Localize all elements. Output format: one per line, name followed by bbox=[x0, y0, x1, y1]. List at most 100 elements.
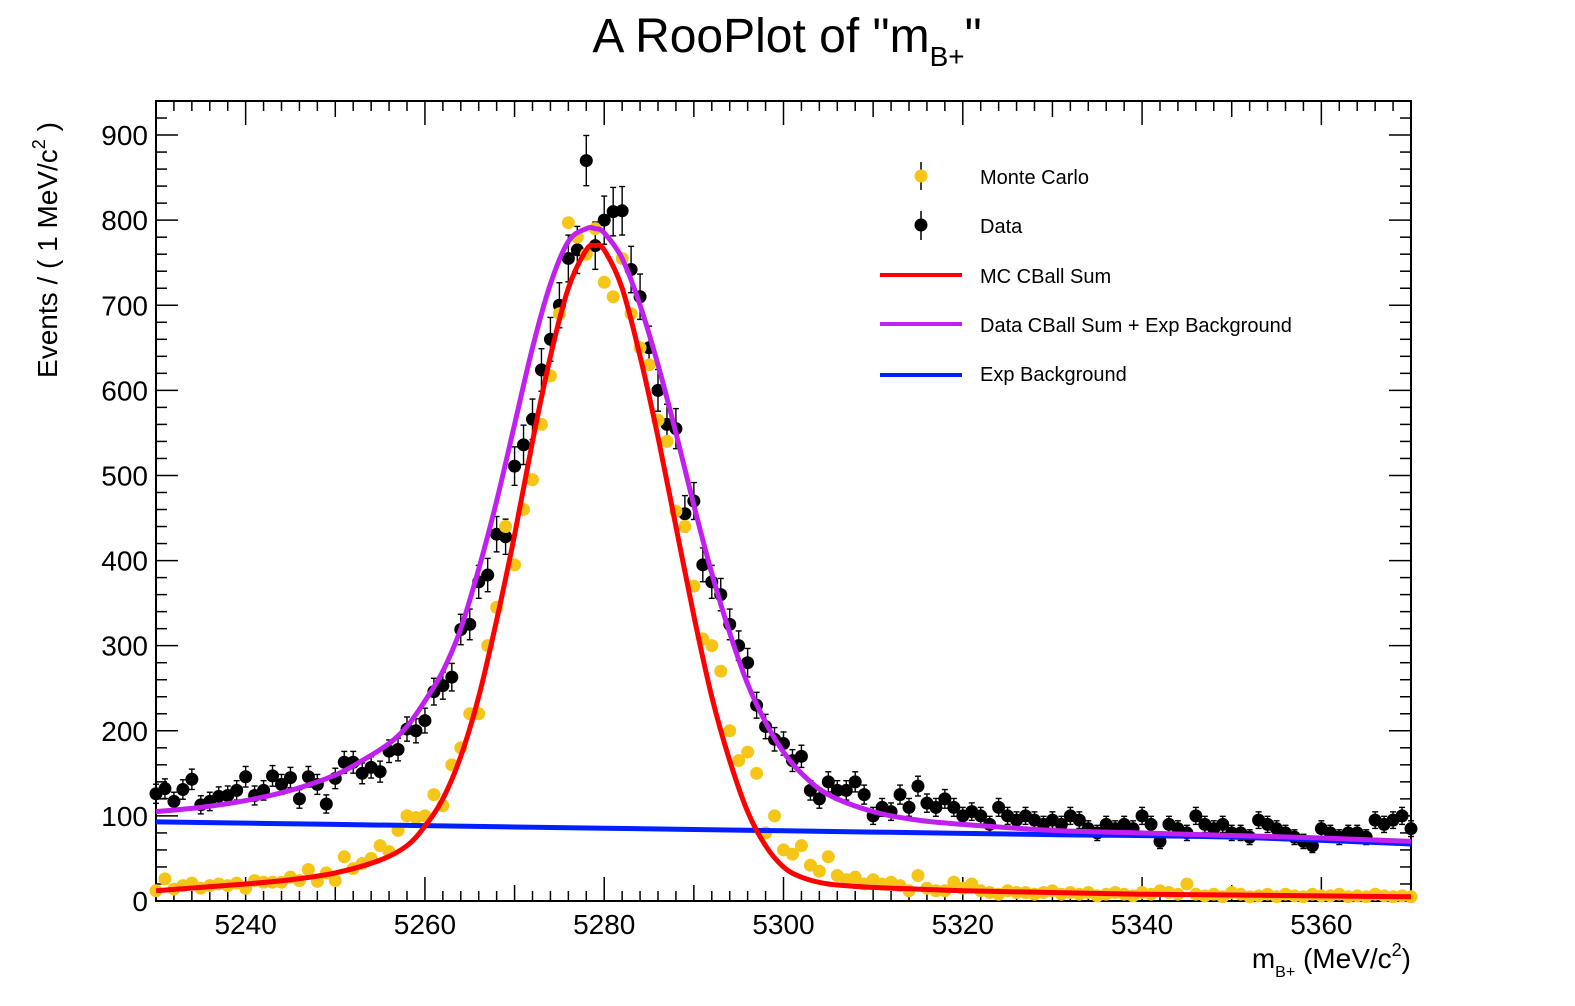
data-point bbox=[445, 670, 459, 684]
legend-item-mc-cball-sum: MC CBall Sum bbox=[880, 266, 1111, 288]
data-point bbox=[292, 792, 306, 806]
monte-carlo-point bbox=[812, 864, 826, 878]
data-point bbox=[561, 251, 575, 265]
data-point bbox=[1135, 809, 1149, 823]
data-point bbox=[615, 204, 629, 218]
monte-carlo-point bbox=[705, 639, 719, 653]
data-point bbox=[239, 770, 253, 784]
y-tick-label: 100 bbox=[101, 801, 148, 832]
monte-carlo-point bbox=[427, 788, 441, 802]
y-tick-label: 700 bbox=[101, 290, 148, 321]
monte-carlo-point bbox=[606, 290, 620, 304]
monte-carlo-point bbox=[499, 520, 513, 534]
data-point bbox=[902, 800, 916, 814]
data-point bbox=[947, 800, 961, 814]
y-tick-label: 300 bbox=[101, 631, 148, 662]
data-point bbox=[275, 777, 288, 791]
data-point bbox=[597, 213, 611, 227]
legend: Monte Carlo Data MC CBall Sum Data CBall… bbox=[880, 162, 1292, 386]
data-point bbox=[167, 794, 181, 808]
data-point bbox=[319, 797, 333, 811]
data-point bbox=[436, 679, 450, 693]
monte-carlo-point bbox=[785, 847, 799, 861]
plot-frame bbox=[155, 100, 1412, 902]
data-point bbox=[337, 755, 351, 769]
monte-carlo-point bbox=[561, 216, 575, 230]
data-point bbox=[185, 772, 199, 786]
series-data bbox=[149, 134, 1418, 854]
data-point bbox=[499, 530, 513, 544]
data-point bbox=[741, 656, 755, 670]
legend-label: Data CBall Sum + Exp Background bbox=[980, 315, 1292, 337]
data-point bbox=[992, 800, 1006, 814]
monte-carlo-point bbox=[821, 850, 835, 864]
monte-carlo-point bbox=[848, 870, 862, 884]
data-point bbox=[579, 154, 593, 168]
data-point bbox=[974, 809, 988, 823]
data-point bbox=[1341, 826, 1355, 840]
data-point bbox=[508, 459, 522, 473]
data-point bbox=[230, 783, 244, 797]
data-point bbox=[857, 788, 871, 802]
data-point bbox=[893, 788, 907, 802]
data-point bbox=[391, 743, 405, 757]
y-tick-label: 800 bbox=[101, 205, 148, 236]
y-axis-label: Events / ( 1 MeV/c2 ) bbox=[29, 122, 63, 378]
y-tick-label: 500 bbox=[101, 460, 148, 491]
data-point bbox=[1404, 822, 1418, 836]
data-point bbox=[517, 438, 531, 452]
monte-carlo-point bbox=[328, 874, 342, 888]
legend-label: MC CBall Sum bbox=[980, 266, 1111, 288]
monte-carlo-point bbox=[911, 868, 925, 882]
legend-label: Exp Background bbox=[980, 364, 1127, 386]
legend-item-data: Data bbox=[914, 211, 1023, 240]
y-tick-label: 600 bbox=[101, 375, 148, 406]
x-tick-label: 5280 bbox=[573, 909, 635, 940]
data-point bbox=[830, 783, 844, 797]
data-point bbox=[266, 769, 280, 783]
data-point bbox=[418, 714, 432, 728]
data-point bbox=[1072, 813, 1086, 827]
legend-marker-monte-carlo bbox=[914, 169, 928, 183]
y-tick-label: 200 bbox=[101, 716, 148, 747]
data-point bbox=[373, 765, 387, 779]
monte-carlo-point bbox=[723, 724, 737, 738]
data-point bbox=[257, 783, 271, 797]
data-point bbox=[283, 771, 297, 785]
data-point bbox=[812, 792, 826, 806]
chart-title-subscript: B+ bbox=[930, 41, 965, 72]
data-point bbox=[651, 383, 665, 397]
monte-carlo-point bbox=[526, 473, 539, 487]
data-point bbox=[821, 775, 835, 789]
data-point bbox=[481, 568, 495, 582]
y-tick-label: 900 bbox=[101, 120, 148, 151]
data-point bbox=[463, 617, 477, 631]
data-point bbox=[176, 783, 190, 797]
legend-marker-data bbox=[914, 218, 928, 232]
x-tick-label: 5300 bbox=[752, 909, 814, 940]
monte-carlo-point bbox=[714, 664, 728, 678]
data-point bbox=[1216, 817, 1230, 831]
monte-carlo-point bbox=[732, 754, 746, 768]
monte-carlo-point bbox=[337, 850, 351, 864]
data-point bbox=[938, 792, 952, 806]
monte-carlo-point bbox=[768, 809, 782, 823]
legend-item-monte-carlo: Monte Carlo bbox=[914, 162, 1089, 190]
monte-carlo-point bbox=[741, 745, 755, 759]
legend-item-data-cball-sum: Data CBall Sum + Exp Background bbox=[880, 315, 1292, 337]
y-tick-label: 0 bbox=[132, 886, 148, 917]
x-tick-label: 5320 bbox=[932, 909, 994, 940]
monte-carlo-point bbox=[642, 358, 656, 372]
monte-carlo-point bbox=[750, 766, 764, 780]
data-point bbox=[1144, 817, 1158, 831]
x-tick-label: 5260 bbox=[394, 909, 456, 940]
data-marks bbox=[149, 134, 1418, 904]
data-point bbox=[929, 800, 943, 814]
data-point bbox=[1395, 809, 1409, 823]
curve-data-cball-sum bbox=[155, 225, 1412, 844]
plot-area: 5240 5260 5280 5300 5320 5340 5360 0 100… bbox=[101, 100, 1418, 940]
legend-label: Monte Carlo bbox=[980, 167, 1089, 189]
data-point bbox=[301, 770, 315, 784]
monte-carlo-point bbox=[660, 434, 674, 448]
